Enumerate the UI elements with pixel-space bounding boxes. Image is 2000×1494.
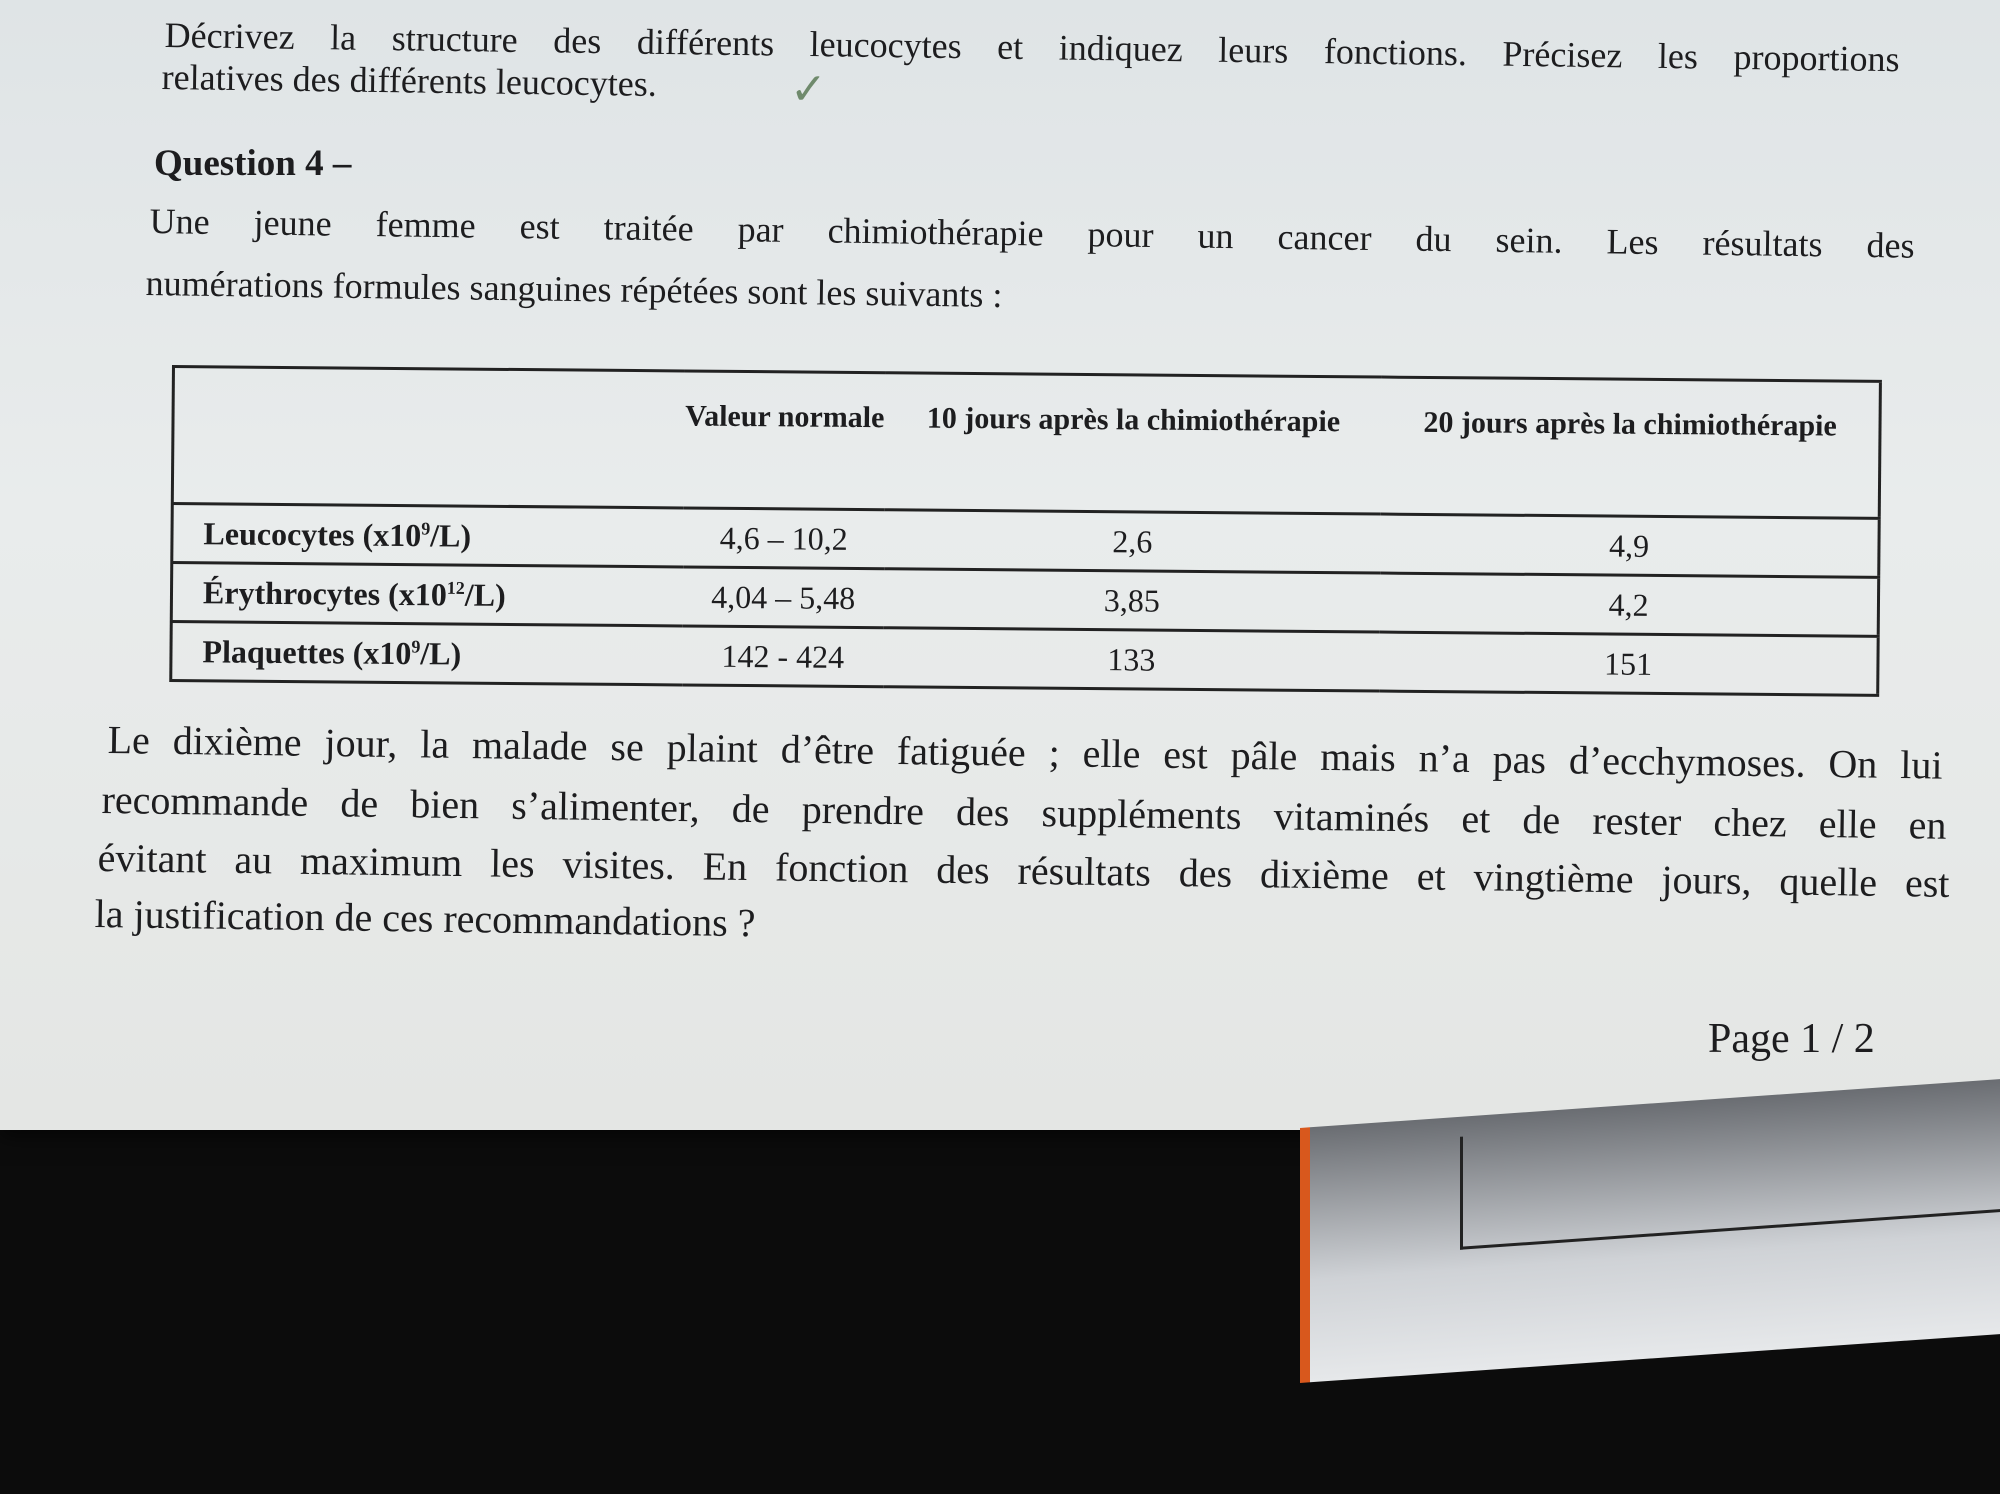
row-label-unit: /L) <box>430 516 472 554</box>
row-label-text: Leucocytes (x10 <box>203 514 422 553</box>
header-day-10: 10 jours après la chimiothérapie <box>884 372 1383 515</box>
row-label: Plaquettes (x109/L) <box>170 621 683 685</box>
paragraph-line-4: la justification de ces recommandations … <box>94 890 756 946</box>
row-label-exponent: 12 <box>446 577 465 598</box>
question-title: Question 4 – <box>154 143 352 184</box>
cell-day10: 3,85 <box>883 568 1381 633</box>
header-normal-value: Valeur normale <box>683 370 886 510</box>
cell-day20: 4,2 <box>1379 573 1879 637</box>
row-label-unit: /L) <box>464 576 506 613</box>
header-empty <box>172 366 685 508</box>
cell-normal: 142 - 424 <box>682 625 884 687</box>
row-label-exponent: 9 <box>411 635 421 657</box>
paragraph-line-1: Le dixième jour, la malade se plaint d’ê… <box>107 716 1943 788</box>
row-label: Érythrocytes (x1012/L) <box>171 562 684 626</box>
blood-count-table: Valeur normale 10 jours après la chimiot… <box>169 365 1882 697</box>
cell-day20: 151 <box>1379 632 1879 696</box>
table-header-row: Valeur normale 10 jours après la chimiot… <box>172 366 1881 519</box>
printed-graph-fragment <box>1460 1096 2000 1250</box>
row-label-text: Plaquettes (x10 <box>202 632 412 671</box>
question-intro-line-1: Une jeune femme est traitée par chimioth… <box>149 200 1915 266</box>
question-intro-line-2: numérations formules sanguines répétées … <box>145 262 1003 315</box>
cell-normal: 4,6 – 10,2 <box>683 507 885 569</box>
cell-day10: 2,6 <box>883 509 1381 574</box>
document-page: Décrivez la structure des différents leu… <box>0 0 2000 1130</box>
cell-normal: 4,04 – 5,48 <box>682 566 884 628</box>
row-label-exponent: 9 <box>421 518 431 539</box>
row-label-text: Érythrocytes (x10 <box>202 573 447 612</box>
cell-day10: 133 <box>882 627 1380 692</box>
previous-question-line-2: relatives des différents leucocytes. <box>161 56 658 104</box>
cell-day20: 4,9 <box>1380 514 1880 578</box>
row-label-unit: /L) <box>420 634 462 672</box>
handwritten-checkmark-icon: ✓ <box>790 65 827 114</box>
paper-stack <box>1300 1076 2000 1383</box>
header-day-20: 20 jours après la chimiothérapie <box>1380 377 1881 519</box>
page-number: Page 1 / 2 <box>1708 1016 1875 1062</box>
row-label: Leucocytes (x109/L) <box>171 503 684 567</box>
